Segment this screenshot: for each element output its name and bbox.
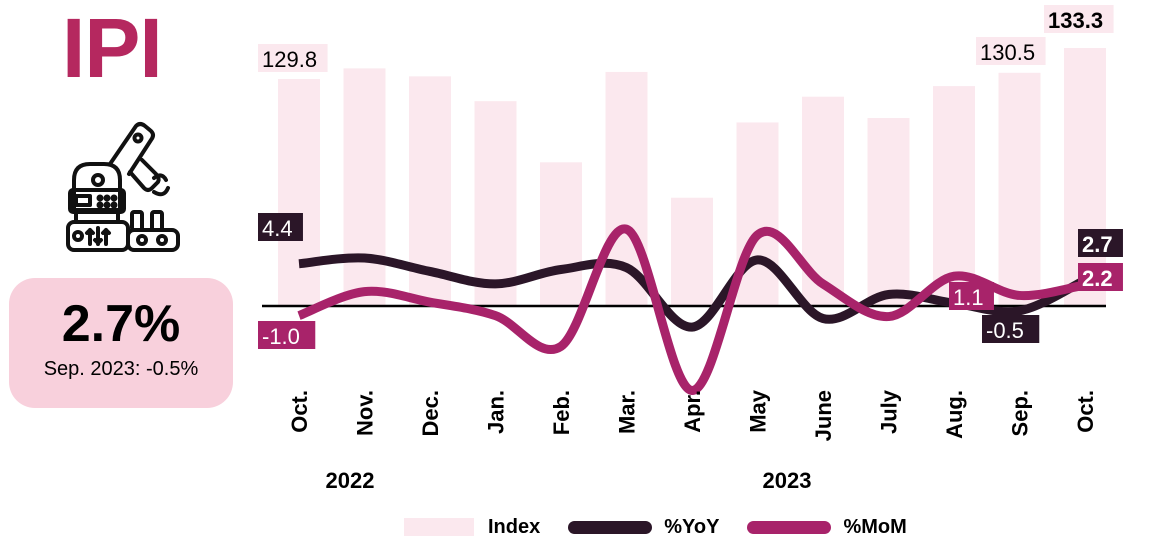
data-label-bg [1078, 229, 1123, 257]
x-axis-label: Oct. [1073, 390, 1098, 433]
x-axis-label: Apr. [680, 390, 705, 433]
index-bar [671, 197, 713, 306]
legend-label-mom: %MoM [843, 515, 907, 538]
x-axis-label: Feb. [549, 390, 574, 435]
data-label: 2.7 [1082, 232, 1113, 257]
year-label: 2023 [763, 468, 812, 493]
data-label: 1.1 [953, 285, 984, 310]
mom-line [297, 224, 1086, 395]
ipi-chart: 129.8 130.5 133.3 4.4 -0.5 2.7 -1.0 1.1 2.2 Oct. N… [258, 5, 1123, 493]
index-bar [867, 117, 910, 306]
data-label-bg [258, 321, 316, 349]
data-label-bg [976, 37, 1046, 65]
kpi-card: 2.7% Sep. 2023: -0.5% [9, 278, 233, 408]
data-label: 4.4 [262, 216, 293, 241]
x-axis-label: May [746, 389, 771, 433]
index-bar [933, 86, 975, 307]
index-bar [343, 68, 386, 307]
data-label-bg [1044, 5, 1114, 33]
data-label-bg [982, 315, 1040, 343]
data-label: 2.2 [1082, 266, 1113, 291]
data-label: -0.5 [986, 318, 1024, 343]
index-bar [540, 162, 582, 306]
index-swatch [404, 518, 474, 536]
legend-label-yoy: %YoY [664, 515, 720, 538]
data-label: 129.8 [262, 47, 317, 72]
chart-legend: Index %YoY %MoM [404, 512, 935, 542]
legend-label-index: Index [488, 515, 541, 538]
data-label: -1.0 [262, 324, 300, 349]
page-title: IPI [62, 1, 163, 95]
data-label: 130.5 [980, 40, 1035, 65]
x-axis-label: Mar. [615, 390, 640, 434]
data-label-bg [1078, 263, 1123, 291]
data-label: 133.3 [1048, 8, 1103, 33]
yoy-swatch [568, 520, 653, 534]
index-bar [474, 101, 517, 306]
x-axis-label: Jan. [484, 390, 509, 434]
legend-item-mom: %MoM [747, 515, 907, 539]
mom-swatch [747, 520, 832, 534]
index-bar [736, 122, 779, 306]
kpi-value: 2.7% [61, 295, 181, 353]
x-axis-label: Oct. [287, 390, 312, 433]
year-label: 2022 [326, 468, 375, 493]
index-bar [998, 72, 1041, 306]
data-label-bg [258, 44, 328, 72]
data-label-bg [258, 213, 303, 241]
index-bar [278, 79, 320, 306]
x-axis-label: Nov. [353, 390, 378, 436]
x-axis-label: June [811, 390, 836, 441]
legend-item-index: Index [404, 516, 540, 539]
data-label-bg [949, 282, 994, 310]
legend-item-yoy: %YoY [568, 516, 719, 539]
x-axis-label: Sep. [1008, 390, 1033, 436]
x-axis-label: Dec. [418, 390, 443, 436]
x-axis-label: July [877, 389, 902, 434]
industrial-robot-arm-icon [60, 120, 180, 260]
kpi-comparison: Sep. 2023: -0.5% [43, 358, 199, 380]
x-axis-label: Aug. [942, 390, 967, 439]
